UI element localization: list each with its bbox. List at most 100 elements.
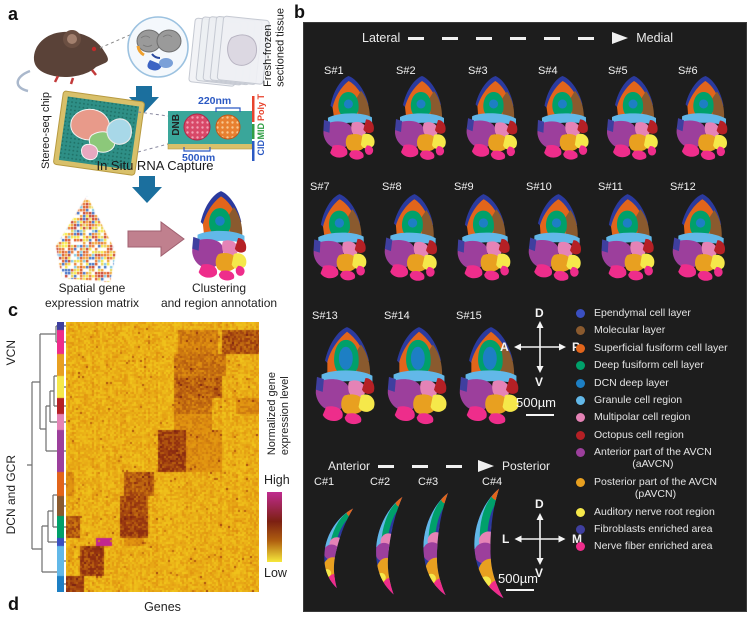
legend-item: Granule cell region <box>576 394 746 406</box>
dnb-label: DNB <box>171 114 182 136</box>
section-label: S#15 <box>456 310 482 322</box>
brain-inset-icon <box>127 16 189 78</box>
legend: Ependymal cell layer Molecular layer Super… <box>576 307 746 553</box>
legend-label-sub: (pAVCN) <box>634 488 677 501</box>
section-label: S#2 <box>396 65 416 77</box>
section-label: S#12 <box>670 181 696 193</box>
legend-color-dot-icon <box>576 524 585 534</box>
tissue-stack-icon <box>188 15 270 87</box>
spatial-matrix-canvas <box>50 194 124 288</box>
legend-color-dot-icon <box>576 507 585 517</box>
lateral-medial-axis: Lateral Medial <box>362 31 673 45</box>
legend-label: Posterior part of the AVCN (pAVCN) <box>594 475 717 501</box>
down-arrow-icon <box>129 86 159 113</box>
dim-500nm: 500nm <box>182 152 216 164</box>
cluster-caption: Clustering and region annotation <box>160 281 278 310</box>
section-label: S#1 <box>324 65 344 77</box>
mouse-tail <box>16 69 31 93</box>
legend-label: Molecular layer <box>594 324 666 337</box>
down-arrow-icon <box>132 176 162 203</box>
section-label: C#2 <box>370 476 391 488</box>
legend-color-dot-icon <box>576 542 585 552</box>
colorbar-low-label: Low <box>264 566 287 580</box>
legend-label: Granule cell region <box>594 393 683 406</box>
axis-left-label: Lateral <box>362 31 401 45</box>
legend-color-dot-icon <box>576 309 585 318</box>
mouse-body <box>33 31 108 77</box>
axis-dashes <box>408 36 605 40</box>
legend-label: Fibroblasts enriched area <box>594 522 713 535</box>
legend-item: Multipolar cell region <box>576 411 746 423</box>
panel-b-sections: Lateral Medial S#1 S#2 S#3 S#4 S#5 S#6 S#7 S#8 S… <box>303 22 747 612</box>
axis-right-label: Medial <box>636 31 674 45</box>
section-label: S#14 <box>384 310 410 322</box>
clustered-section-icon <box>184 190 258 286</box>
heatmap-canvas <box>66 322 259 592</box>
section-label: S#6 <box>678 65 698 77</box>
dnb-module-icon <box>167 96 255 161</box>
legend-label: Deep fusiform cell layer <box>594 359 704 372</box>
legend-color-dot-icon <box>576 413 585 423</box>
section-label: C#4 <box>482 476 503 488</box>
barcode-polyt: Poly T <box>256 94 266 122</box>
axis-arrowhead-icon <box>612 32 629 44</box>
section-label: S#10 <box>526 181 552 193</box>
section-label: S#8 <box>382 181 402 193</box>
section-label: S#3 <box>468 65 488 77</box>
compass-sag-top: D <box>535 306 544 320</box>
anterior-posterior-axis: Anterior Posterior <box>328 459 550 473</box>
axis-dashes <box>378 464 471 468</box>
axis-left-label: Anterior <box>328 459 371 473</box>
heatmap-row-strip <box>57 322 64 592</box>
dashed-connector <box>99 33 133 49</box>
legend-color-dot-icon <box>576 378 585 388</box>
legend-label: Octopus cell region <box>594 428 684 441</box>
legend-label: Superficial fusiform cell layer <box>594 341 728 354</box>
compass-cor-bottom: V <box>535 566 544 580</box>
legend-color-dot-icon <box>576 326 585 336</box>
legend-color-dot-icon <box>576 395 585 405</box>
legend-item: Ependymal cell layer <box>576 307 746 319</box>
legend-item: Octopus cell region <box>576 429 746 441</box>
barcode-mid: MID <box>256 123 266 140</box>
stereo-seq-chip-icon <box>53 90 145 176</box>
matrix-caption: Spatial gene expression matrix <box>44 281 140 310</box>
legend-label-sub: (aAVCN) <box>632 458 674 471</box>
capture-caption: In Situ RNA Capture <box>96 158 214 173</box>
legend-item: DCN deep layer <box>576 377 746 389</box>
legend-item: Anterior part of the AVCN (aAVCN) <box>576 446 746 471</box>
legend-color-dot-icon <box>576 430 585 440</box>
panel-letter-d: d <box>8 594 19 614</box>
tissue-label: Fresh-frozen sectioned tissue <box>262 8 287 87</box>
compass-cor-right: M <box>572 532 582 546</box>
panel-letter-c: c <box>8 300 19 320</box>
legend-item: Auditory nerve root region <box>576 506 746 518</box>
legend-label: Anterior part of the AVCN (aAVCN) <box>594 446 712 471</box>
compass-cor-left: L <box>502 532 510 546</box>
heatmap-xlabel: Genes <box>144 600 181 614</box>
workflow-illustration <box>16 15 270 257</box>
compass-sag-left: A <box>500 340 509 354</box>
compass-sag-bottom: V <box>535 375 544 389</box>
section-label: C#1 <box>314 476 335 488</box>
cochlear-nucleus <box>147 60 162 71</box>
mouse-icon <box>16 30 108 93</box>
colorbar-label: Normalized gene expression level <box>266 372 292 456</box>
section-label: S#7 <box>310 181 330 193</box>
legend-label: Auditory nerve root region <box>594 505 715 518</box>
mouse-inner-ear <box>67 34 77 44</box>
cluster-label-vcn: VCN <box>4 340 18 366</box>
scalebar-coronal-label: 500µm <box>498 571 539 586</box>
legend-label: Nerve fiber enriched area <box>594 540 713 553</box>
section-label: S#13 <box>312 310 338 322</box>
cluster-label-dcn-gcr: DCN and GCR <box>4 455 18 535</box>
section-label: S#4 <box>538 65 558 77</box>
legend-label: DCN deep layer <box>594 376 669 389</box>
compass-coronal-icon <box>514 513 566 565</box>
scalebar-sagittal-line <box>526 414 554 416</box>
compass-sagittal-icon <box>514 321 566 373</box>
dashed-connector <box>137 111 169 153</box>
legend-color-dot-icon <box>576 448 585 457</box>
colorbar-high-label: High <box>264 473 290 487</box>
